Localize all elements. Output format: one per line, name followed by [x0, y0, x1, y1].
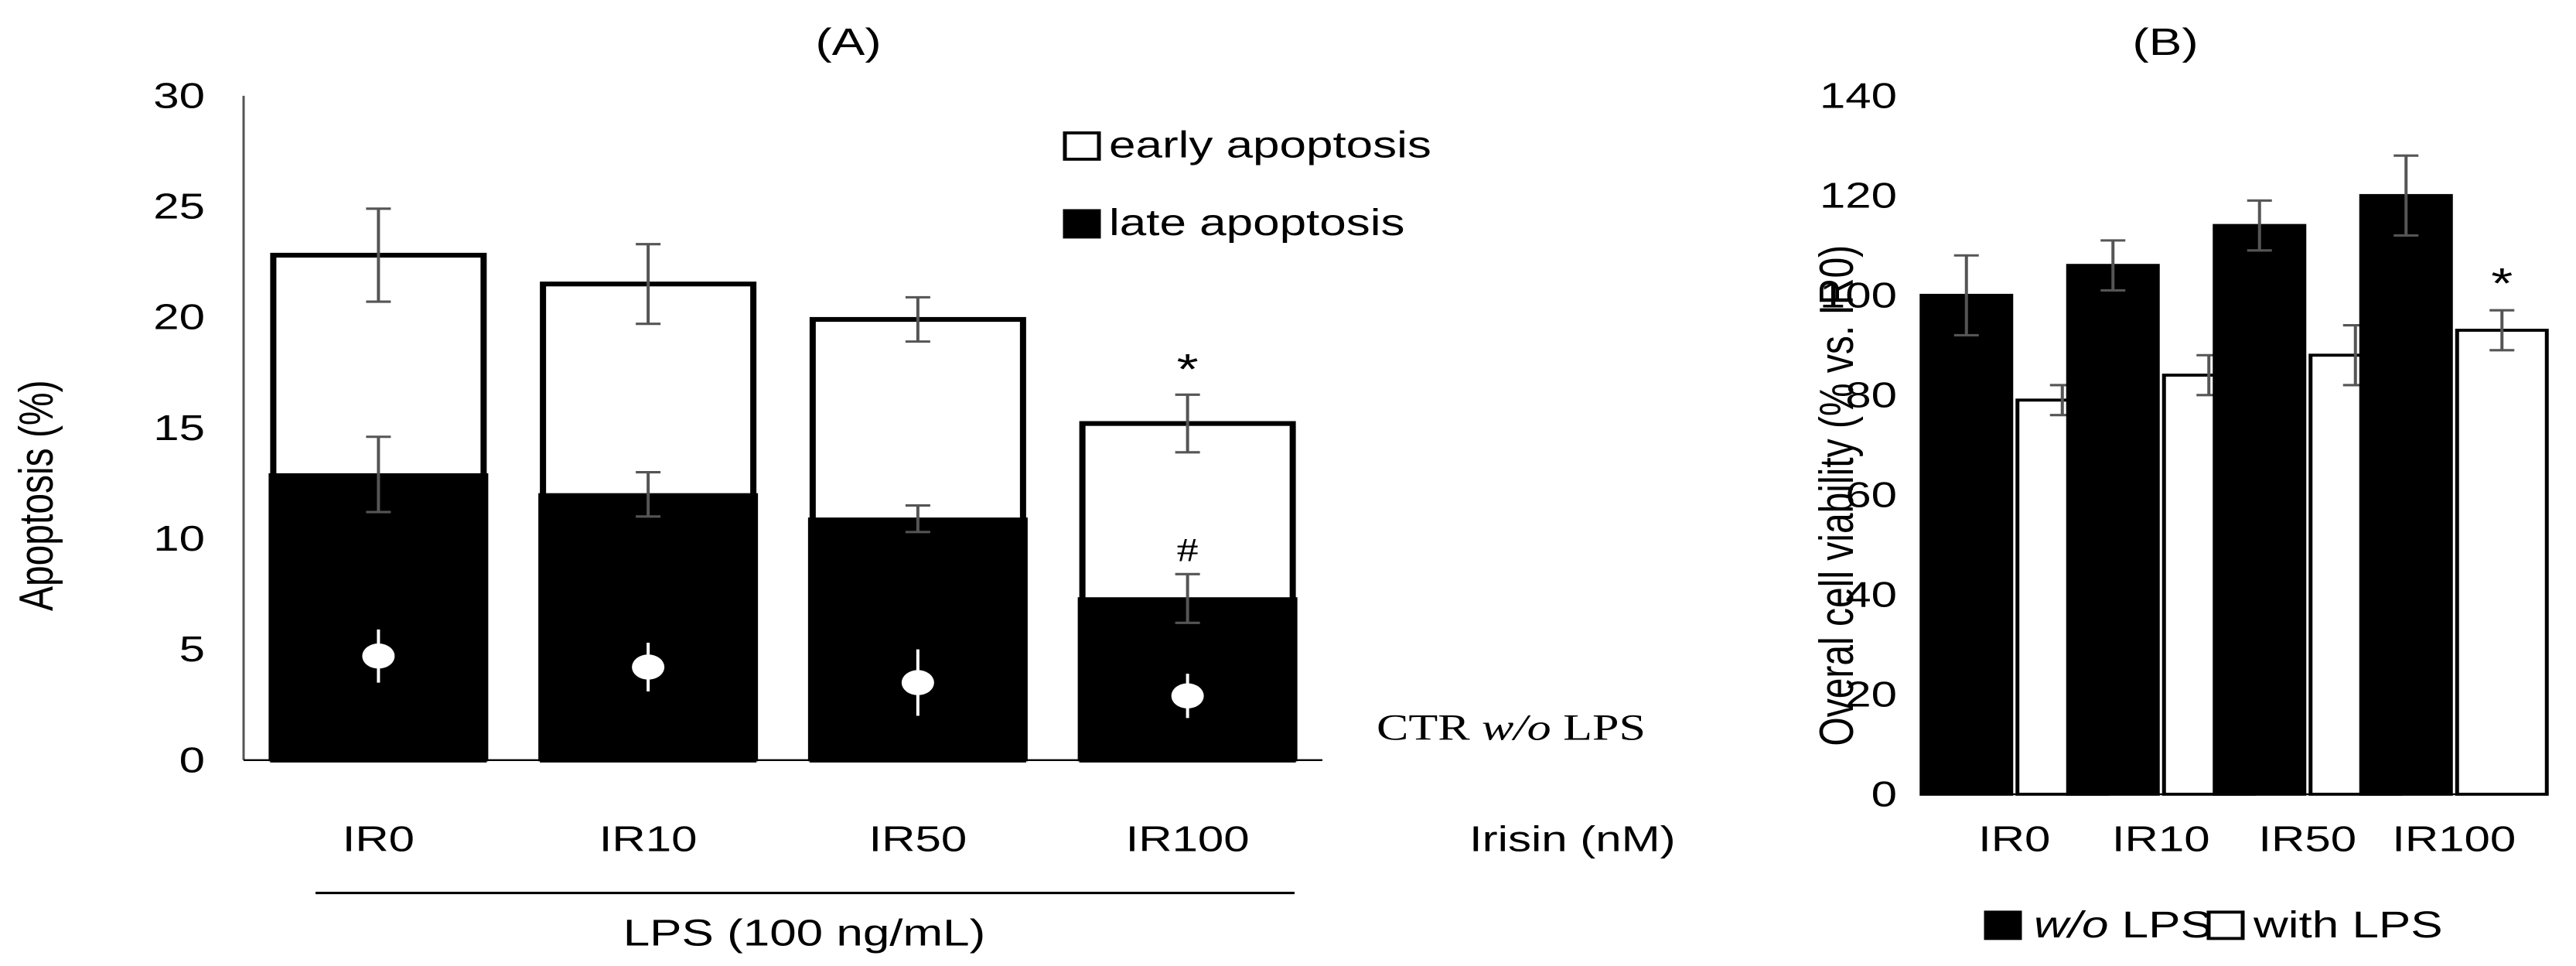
panel-b-bars: *: [1919, 154, 2549, 796]
bar-without-lps-IR50: [2213, 224, 2307, 796]
panel-a-title: (A): [815, 21, 881, 63]
panel-a-x-ticks: IR0 IR10 IR50 IR100: [343, 819, 1250, 859]
legend-swatch-with-lps: [2206, 910, 2245, 940]
panel-b-y-axis-title: Overal cell viability (% vs. IR0): [1810, 245, 1863, 746]
panel-b-x-tick-label: IR10: [2112, 819, 2210, 859]
bar-without-lps-IR0: [1919, 293, 2014, 796]
legend-label-with-lps: with LPS: [2253, 904, 2443, 946]
panel-b: (B) Overal cell viability (% vs. IR0) 0 2…: [1810, 21, 2549, 946]
panel-a-y-tick-label: 10: [153, 518, 205, 558]
panel-a-x-tick-label: IR50: [869, 819, 967, 859]
panel-a-group-label: LPS (100 ng/mL): [623, 912, 986, 954]
panel-a-bars: *#: [268, 207, 1298, 763]
bar-late-apoptosis-IR10: [538, 493, 759, 762]
panel-a-y-tick-label: 15: [153, 408, 205, 448]
panel-a-x-tick-label: IR0: [343, 819, 415, 859]
ctr-label-italic: w/o: [1482, 707, 1551, 748]
legend-label-without-lps: w/o LPS: [2034, 904, 2213, 946]
panel-a-y-tick-label: 5: [179, 630, 205, 670]
legend-label-without-lps-suffix: LPS: [2122, 904, 2213, 946]
annotation-asterisk-IR100: *: [1177, 345, 1199, 393]
panel-b-x-tick-label: IR0: [1978, 819, 2050, 859]
panel-a-y-tick-label: 30: [153, 76, 205, 116]
annotation-hash-IR100: #: [1177, 531, 1199, 568]
legend-label-early-apoptosis: early apoptosis: [1109, 124, 1431, 166]
panel-b-y-tick-label: 40: [1845, 575, 1897, 615]
legend-label-late-apoptosis: late apoptosis: [1109, 202, 1405, 244]
panel-a-y-tick-label: 20: [153, 297, 205, 337]
panel-b-y-tick-label: 120: [1820, 176, 1897, 216]
ctr-point-IR10: [632, 654, 665, 680]
ctr-label: CTR w/o LPS: [1377, 707, 1646, 748]
bar-late-apoptosis-IR50: [807, 517, 1028, 762]
legend-label-without-lps-italic: w/o: [2034, 904, 2108, 946]
panel-b-y-tick-label: 100: [1820, 275, 1897, 316]
panel-b-y-tick-label: 140: [1820, 76, 1897, 116]
legend-swatch-late-apoptosis: [1063, 209, 1101, 239]
panel-b-x-tick-label: IR100: [2392, 819, 2516, 859]
panel-b-x-ticks: IR0 IR10 IR50 IR100: [1978, 819, 2516, 859]
panel-b-y-tick-label: 0: [1871, 774, 1897, 814]
panel-a-y-tick-label: 0: [179, 740, 205, 780]
panel-b-y-ticks: 0 20 40 60 80 100 120 140: [1820, 76, 2527, 814]
legend-swatch-without-lps: [1984, 910, 2022, 940]
panel-a-y-tick-label: 25: [153, 186, 205, 227]
ctr-point-IR100: [1171, 683, 1204, 709]
panel-a-x-tick-label: IR10: [599, 819, 698, 859]
bar-without-lps-IR10: [2066, 264, 2160, 796]
panel-a-x-tick-label: IR100: [1126, 819, 1250, 859]
panel-b-title: (B): [2132, 21, 2198, 63]
panel-a-y-axis-title: Apoptosis (%): [9, 380, 63, 611]
ctr-point-IR0: [362, 643, 395, 669]
ctr-label-prefix: CTR: [1377, 707, 1470, 748]
panel-a-x-suffix-label: Irisin (nM): [1469, 819, 1676, 859]
panel-b-y-tick-label: 60: [1845, 475, 1897, 515]
bar-late-apoptosis-IR0: [268, 473, 489, 762]
panel-b-y-tick-label: 80: [1845, 375, 1897, 415]
panel-b-x-tick-label: IR50: [2258, 819, 2356, 859]
annotation-asterisk-IR100: *: [2491, 260, 2513, 308]
ctr-point-IR50: [901, 670, 934, 695]
ctr-label-suffix: LPS: [1563, 707, 1646, 748]
bar-with-lps-IR100: [2455, 329, 2549, 796]
legend-swatch-early-apoptosis: [1063, 131, 1101, 161]
bar-without-lps-IR100: [2359, 193, 2453, 796]
panel-b-y-tick-label: 20: [1845, 674, 1897, 715]
